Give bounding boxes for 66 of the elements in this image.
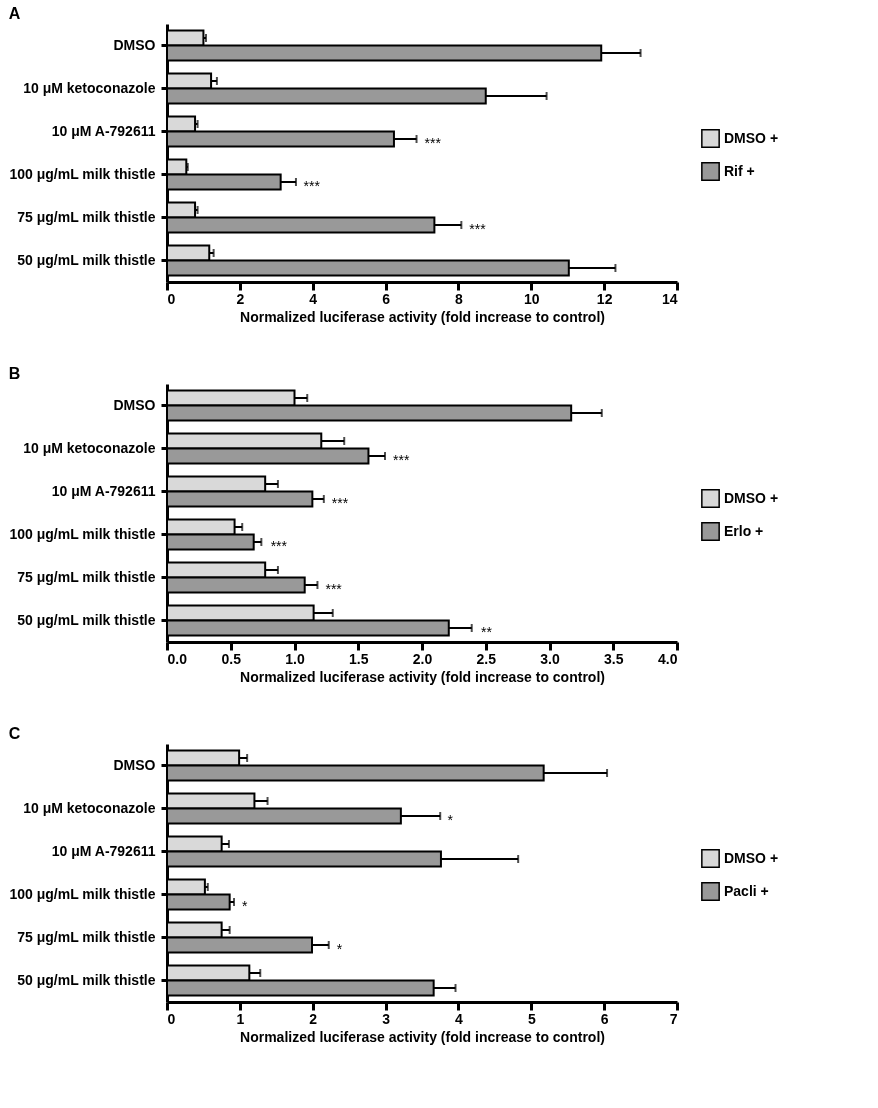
y-tick-label: 75 μg/mL milk thistle xyxy=(17,568,156,585)
legend-label: Erlo + xyxy=(724,522,764,539)
x-tick-label: 4 xyxy=(309,290,318,307)
x-tick-label: 2.5 xyxy=(476,650,497,667)
x-tick-label: 10 xyxy=(524,290,540,307)
x-axis-title: Normalized luciferase activity (fold increase to control) xyxy=(240,1028,605,1045)
x-tick-label: 8 xyxy=(455,290,464,307)
annotation: ** xyxy=(481,623,493,640)
y-tick-label: 10 μM A-792611 xyxy=(51,842,156,859)
x-tick-label: 6 xyxy=(382,290,391,307)
annotation: * xyxy=(242,897,249,914)
x-tick-label: 2 xyxy=(309,1010,318,1027)
annotation: *** xyxy=(303,177,321,194)
y-tick-label: 100 μg/mL milk thistle xyxy=(9,885,156,902)
x-tick-label: 7 xyxy=(669,1010,678,1027)
y-tick-label: 50 μg/mL milk thistle xyxy=(17,971,156,988)
y-tick-label: 10 μM A-792611 xyxy=(51,122,156,139)
annotation: *** xyxy=(270,537,288,554)
x-axis-title: Normalized luciferase activity (fold increase to control) xyxy=(240,668,605,685)
x-tick-label: 3.0 xyxy=(540,650,560,667)
y-tick-label: 50 μg/mL milk thistle xyxy=(17,611,156,628)
x-tick-label: 1.0 xyxy=(285,650,305,667)
x-tick-label: 5 xyxy=(527,1010,536,1027)
y-tick-label: DMSO xyxy=(113,36,156,53)
y-tick-label: 100 μg/mL milk thistle xyxy=(9,165,156,182)
legend-label: Rif + xyxy=(724,162,755,179)
x-tick-label: 2 xyxy=(236,290,245,307)
y-tick-label: 75 μg/mL milk thistle xyxy=(17,928,156,945)
annotation: * xyxy=(336,940,343,957)
y-tick-label: 100 μg/mL milk thistle xyxy=(9,525,156,542)
legend-label: DMSO + xyxy=(724,129,779,146)
x-tick-label: 14 xyxy=(661,290,678,307)
y-tick-label: 10 μM ketoconazole xyxy=(23,439,156,456)
annotation: *** xyxy=(424,134,442,151)
y-tick-label: DMSO xyxy=(113,756,156,773)
x-tick-label: 0.5 xyxy=(221,650,242,667)
annotation: *** xyxy=(393,451,410,468)
legend-label: Pacli + xyxy=(724,882,769,899)
annotation: *** xyxy=(469,220,487,237)
x-tick-label: 6 xyxy=(600,1010,609,1027)
y-tick-label: DMSO xyxy=(113,396,156,413)
y-tick-label: 10 μM ketoconazole xyxy=(23,79,156,96)
x-tick-label: 1.5 xyxy=(349,650,369,667)
text: C xyxy=(8,725,21,742)
x-axis-title: Normalized luciferase activity (fold increase to control) xyxy=(240,308,605,325)
annotation: * xyxy=(447,811,454,828)
x-tick-label: 2.0 xyxy=(412,650,433,667)
y-tick-label: 10 μM ketoconazole xyxy=(23,799,156,816)
x-tick-label: 3 xyxy=(382,1010,391,1027)
annotation: *** xyxy=(325,580,343,597)
y-tick-label: 75 μg/mL milk thistle xyxy=(17,208,156,225)
x-tick-label: 4.0 xyxy=(658,650,678,667)
x-tick-label: 12 xyxy=(596,290,613,307)
x-tick-label: 3.5 xyxy=(604,650,624,667)
x-tick-label: 0 xyxy=(167,1010,176,1027)
x-tick-label: 1 xyxy=(236,1010,245,1027)
legend-label: DMSO + xyxy=(724,489,779,506)
text: B xyxy=(8,365,21,382)
x-tick-label: 4 xyxy=(455,1010,464,1027)
legend-label: DMSO + xyxy=(724,849,779,866)
annotation: *** xyxy=(331,494,349,511)
x-tick-label: 0 xyxy=(167,290,176,307)
x-tick-label: 0.0 xyxy=(167,650,188,667)
y-tick-label: 50 μg/mL milk thistle xyxy=(17,251,156,268)
y-tick-label: 10 μM A-792611 xyxy=(51,482,156,499)
text: A xyxy=(8,5,21,22)
